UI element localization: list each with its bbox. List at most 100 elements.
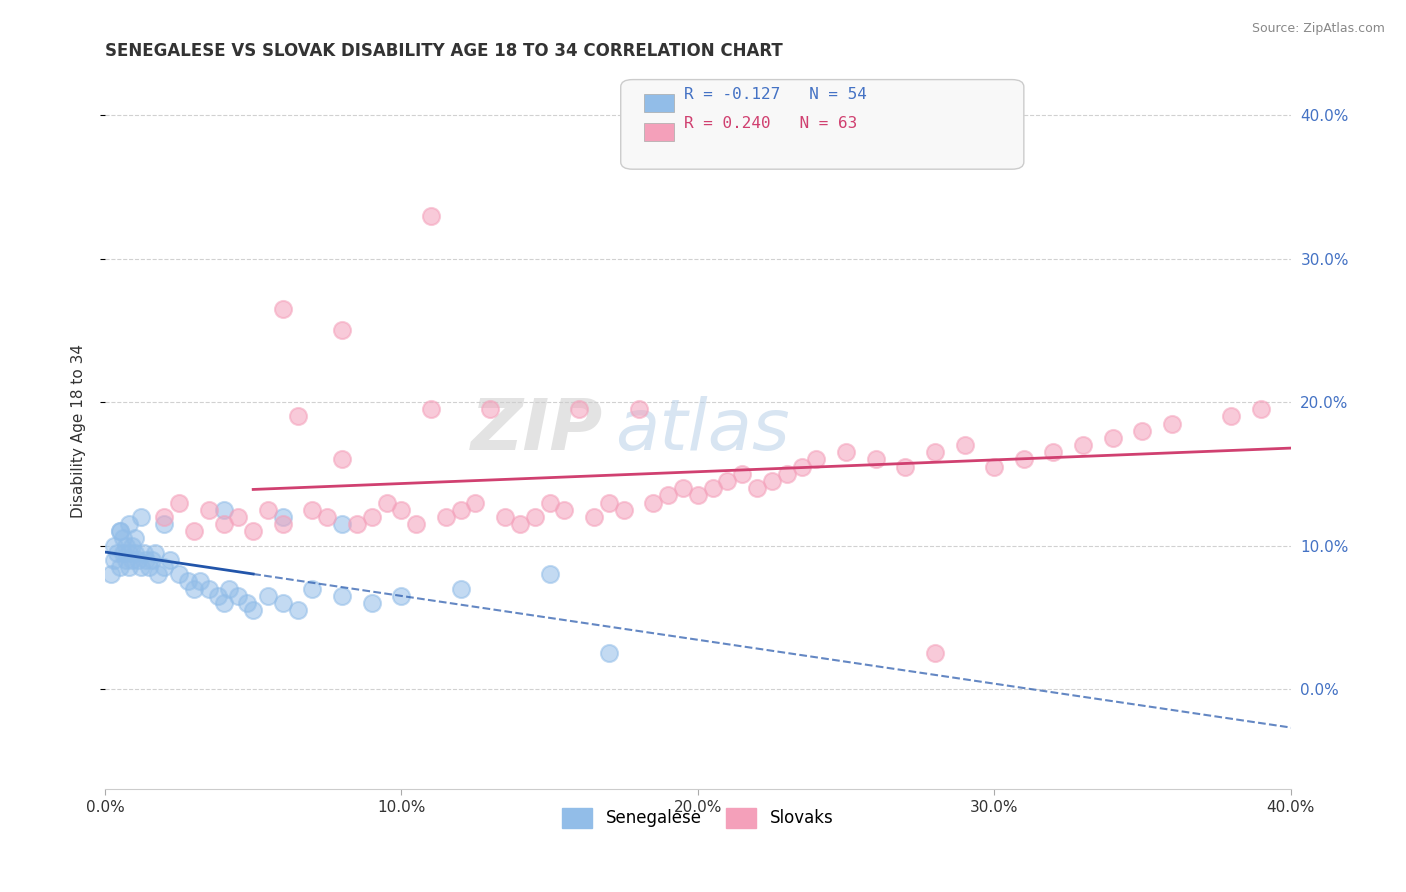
Senegalese [242,603,264,617]
Slovaks [183,524,205,538]
Senegalese [538,567,561,582]
Senegalese [141,553,163,567]
Senegalese [598,646,620,660]
Slovaks [1161,417,1184,431]
Senegalese [105,546,128,560]
Slovaks [509,516,531,531]
Senegalese [360,596,382,610]
Senegalese [111,546,134,560]
Slovaks [330,452,353,467]
Slovaks [613,502,636,516]
Senegalese [212,596,235,610]
Slovaks [1012,452,1035,467]
Senegalese [129,560,152,574]
Slovaks [1220,409,1243,424]
Slovaks [242,524,264,538]
Slovaks [627,402,650,417]
Slovaks [745,481,768,495]
Slovaks [420,402,443,417]
Senegalese [330,516,353,531]
Senegalese [148,567,170,582]
Slovaks [598,495,620,509]
Slovaks [301,502,323,516]
Senegalese [108,560,131,574]
Slovaks [538,495,561,509]
Senegalese [271,509,294,524]
Slovaks [494,509,516,524]
Slovaks [167,495,190,509]
Slovaks [894,459,917,474]
Senegalese [301,582,323,596]
Slovaks [1101,431,1123,445]
Slovaks [776,467,799,481]
Senegalese [118,560,141,574]
Senegalese [212,502,235,516]
Slovaks [1132,424,1154,438]
Slovaks [806,452,828,467]
Slovaks [523,509,546,524]
Slovaks [1042,445,1064,459]
Senegalese [100,567,122,582]
Senegalese [153,560,176,574]
Slovaks [1071,438,1094,452]
Senegalese [121,539,143,553]
Slovaks [672,481,695,495]
Slovaks [553,502,575,516]
Senegalese [450,582,472,596]
Slovaks [924,646,946,660]
Slovaks [953,438,976,452]
Slovaks [257,502,280,516]
Slovaks [434,509,457,524]
Senegalese [135,553,157,567]
Senegalese [153,516,176,531]
Senegalese [228,589,250,603]
Slovaks [420,209,443,223]
Slovaks [389,502,412,516]
Senegalese [108,524,131,538]
Senegalese [132,546,155,560]
Senegalese [145,546,167,560]
Senegalese [111,532,134,546]
Slovaks [271,301,294,316]
Senegalese [257,589,280,603]
Text: atlas: atlas [614,396,789,466]
Senegalese [114,539,136,553]
Slovaks [643,495,665,509]
Slovaks [1250,402,1272,417]
Senegalese [236,596,259,610]
Senegalese [118,546,141,560]
FancyBboxPatch shape [620,79,1024,169]
Slovaks [835,445,858,459]
Slovaks [716,474,738,488]
Senegalese [389,589,412,603]
Slovaks [790,459,813,474]
Slovaks [568,402,591,417]
Senegalese [114,553,136,567]
Text: R = 0.240   N = 63: R = 0.240 N = 63 [683,116,856,131]
Senegalese [108,524,131,538]
Slovaks [657,488,679,502]
Senegalese [218,582,240,596]
Slovaks [360,509,382,524]
Y-axis label: Disability Age 18 to 34: Disability Age 18 to 34 [72,343,86,518]
Senegalese [330,589,353,603]
Text: Source: ZipAtlas.com: Source: ZipAtlas.com [1251,22,1385,36]
Senegalese [124,532,146,546]
Senegalese [118,516,141,531]
Slovaks [924,445,946,459]
Senegalese [167,567,190,582]
Slovaks [450,502,472,516]
Slovaks [287,409,309,424]
Senegalese [127,553,149,567]
Slovaks [330,323,353,337]
Text: ZIP: ZIP [471,396,603,466]
Slovaks [479,402,502,417]
Slovaks [212,516,235,531]
Senegalese [271,596,294,610]
Slovaks [464,495,486,509]
Senegalese [138,560,160,574]
Senegalese [197,582,219,596]
Slovaks [153,509,176,524]
Senegalese [287,603,309,617]
FancyBboxPatch shape [644,122,673,141]
